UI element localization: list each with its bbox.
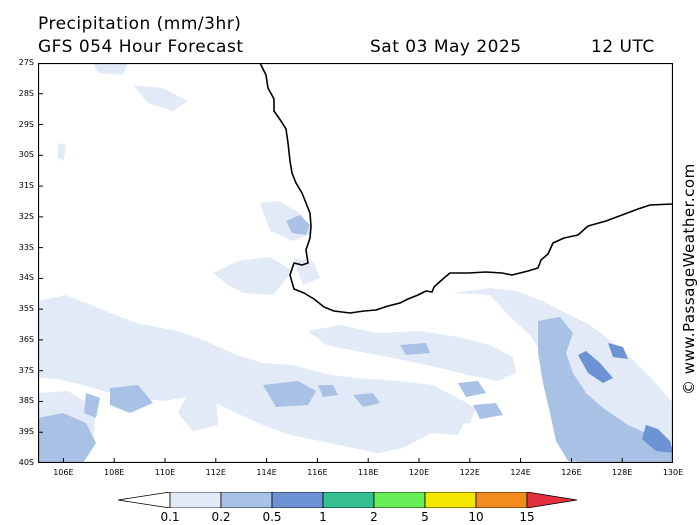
longitude-label: 128E bbox=[612, 468, 633, 477]
map-ticks bbox=[38, 63, 673, 463]
longitude-label: 108E bbox=[104, 468, 125, 477]
colorbar-cell bbox=[271, 492, 324, 508]
longitude-label: 110E bbox=[154, 468, 176, 477]
forecast-date: Sat 03 May 2025 bbox=[370, 37, 522, 57]
latitude-label: 28S bbox=[18, 88, 34, 98]
credit-text: © www.PassageWeather.com bbox=[680, 163, 698, 395]
latitude-label: 29S bbox=[18, 119, 34, 129]
colorbar-label: 1 bbox=[319, 510, 327, 524]
precip-heavy-areas bbox=[578, 343, 673, 453]
latitude-label: 39S bbox=[18, 427, 34, 437]
longitude-label: 120E bbox=[408, 468, 430, 477]
latitude-label: 40S bbox=[18, 458, 34, 467]
longitude-label: 122E bbox=[459, 468, 480, 477]
latitude-label: 35S bbox=[18, 304, 34, 314]
latitude-label: 33S bbox=[18, 242, 34, 252]
colorbar-label: 0.5 bbox=[262, 510, 282, 524]
map-frame bbox=[38, 63, 673, 463]
colorbar-lower-cap bbox=[118, 492, 171, 508]
longitude-label: 116E bbox=[307, 468, 328, 477]
colorbar-cell bbox=[373, 492, 426, 508]
longitude-label: 112E bbox=[205, 468, 226, 477]
colorbar-cell bbox=[424, 492, 477, 508]
colorbar-cell bbox=[220, 492, 273, 508]
forecast-label: GFS 054 Hour Forecast bbox=[38, 37, 244, 57]
latitude-label: 34S bbox=[18, 273, 34, 283]
longitude-label: 118E bbox=[358, 468, 379, 477]
latitude-label: 32S bbox=[18, 211, 34, 221]
latitude-label: 36S bbox=[18, 334, 34, 344]
latitude-label: 37S bbox=[18, 365, 34, 375]
colorbar-label: 0.2 bbox=[211, 510, 231, 524]
colorbar-cell bbox=[475, 492, 528, 508]
latitude-label: 38S bbox=[18, 396, 34, 406]
precipitation-map bbox=[38, 63, 673, 463]
coastline bbox=[259, 63, 673, 314]
colorbar-cell bbox=[169, 492, 222, 508]
latitude-label: 27S bbox=[18, 58, 34, 67]
colorbar-label: 15 bbox=[519, 510, 535, 524]
longitude-label: 114E bbox=[256, 468, 277, 477]
longitude-label: 106E bbox=[53, 468, 74, 477]
colorbar-label: 2 bbox=[370, 510, 378, 524]
precip-moderate-areas bbox=[38, 215, 673, 463]
longitude-label: 124E bbox=[510, 468, 531, 477]
colorbar-cell bbox=[322, 492, 375, 508]
colorbar-label: 5 bbox=[421, 510, 429, 524]
colorbar-upper-cap bbox=[526, 492, 578, 508]
forecast-time: 12 UTC bbox=[591, 37, 655, 57]
latitude-label: 30S bbox=[18, 150, 34, 160]
map-title: Precipitation (mm/3hr) bbox=[38, 14, 242, 34]
longitude-label: 130E bbox=[662, 468, 684, 477]
precipitation-colorbar bbox=[118, 492, 578, 508]
colorbar-label: 0.1 bbox=[160, 510, 180, 524]
longitude-label: 126E bbox=[561, 468, 582, 477]
latitude-label: 31S bbox=[18, 181, 34, 191]
colorbar-label: 10 bbox=[468, 510, 484, 524]
